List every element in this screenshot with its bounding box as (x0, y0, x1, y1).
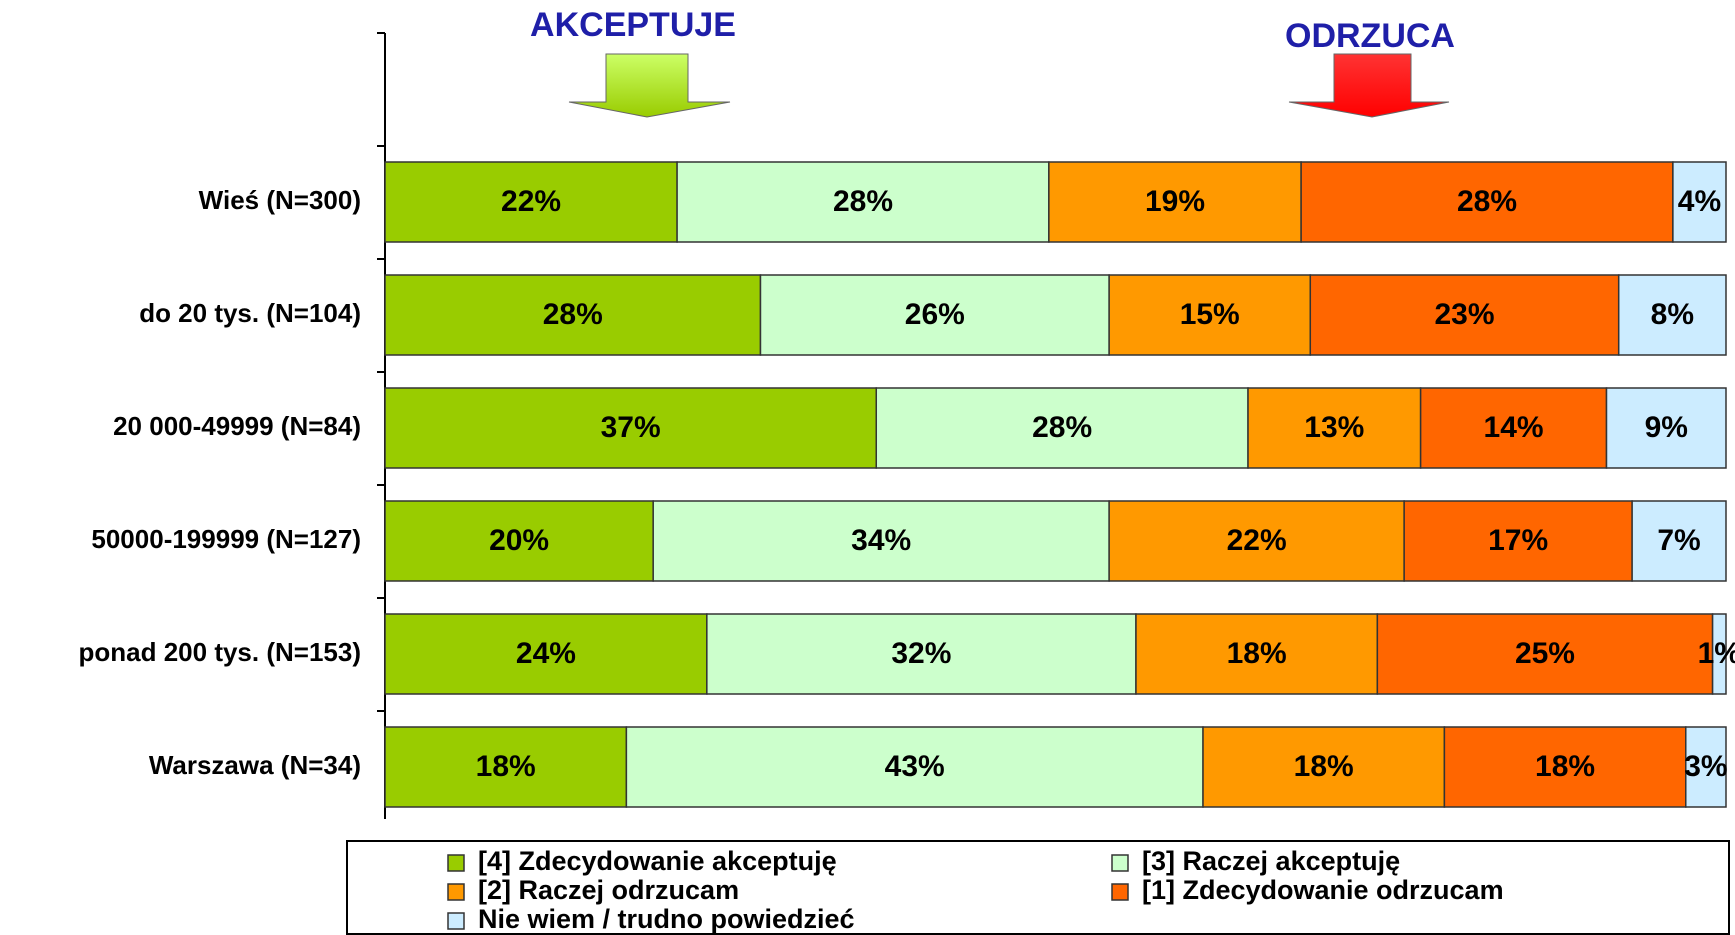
value-label: 43% (885, 750, 945, 783)
annotation: AKCEPTUJE (530, 6, 736, 44)
value-label: 20% (489, 524, 549, 557)
bar-segment (384, 726, 628, 808)
bar-segment (1672, 161, 1727, 243)
bar-segment (1617, 274, 1727, 356)
value-label: 17% (1488, 524, 1548, 557)
value-label: 24% (516, 637, 576, 670)
value-label: 18% (1535, 750, 1595, 783)
legend-box (346, 840, 1730, 935)
value-label: 9% (1645, 411, 1688, 444)
bar-segment (1376, 613, 1714, 695)
value-label: 19% (1145, 185, 1205, 218)
legend-label: [3] Raczej akceptuję (1142, 846, 1400, 876)
value-label: 28% (1032, 411, 1092, 444)
bar-segment (384, 274, 762, 356)
y-tick-label: 20 000-49999 (N=84) (113, 411, 361, 441)
bar-segment (384, 500, 654, 582)
value-label: 13% (1304, 411, 1364, 444)
value-label: 22% (1227, 524, 1287, 557)
bar-segment (759, 274, 1110, 356)
value-label: 26% (905, 298, 965, 331)
value-label: 4% (1678, 185, 1721, 218)
legend-marker (447, 854, 465, 872)
y-tick-label: ponad 200 tys. (N=153) (79, 637, 362, 667)
bar-segment (625, 726, 1204, 808)
bar-segment (384, 387, 878, 469)
bar-segment (1605, 387, 1727, 469)
bar-segment (1419, 387, 1608, 469)
value-label: 15% (1180, 298, 1240, 331)
value-label: 23% (1434, 298, 1494, 331)
legend-marker (1111, 854, 1129, 872)
value-label: 1% (1698, 637, 1735, 670)
legend-marker (1111, 883, 1129, 901)
bar-segment (652, 500, 1110, 582)
bar-segment (384, 161, 678, 243)
value-label: 28% (543, 298, 603, 331)
legend-label: [2] Raczej odrzucam (478, 875, 739, 905)
value-label: 37% (601, 411, 661, 444)
value-label: 25% (1515, 637, 1575, 670)
y-tick-label: do 20 tys. (N=104) (139, 298, 361, 328)
bar-segment (875, 387, 1249, 469)
bar-segment (1247, 387, 1422, 469)
bar-segment (1443, 726, 1687, 808)
bar-segment (706, 613, 1137, 695)
legend-label: [1] Zdecydowanie odrzucam (1142, 875, 1504, 905)
bar-segment (1108, 500, 1405, 582)
bar-segment (1631, 500, 1727, 582)
arrow-accept (568, 53, 731, 118)
value-label: 7% (1657, 524, 1700, 557)
bar-segment (384, 613, 708, 695)
value-label: 28% (833, 185, 893, 218)
y-tick-label: 50000-199999 (N=127) (91, 524, 361, 554)
value-label: 3% (1684, 750, 1727, 783)
legend-label: [4] Zdecydowanie akceptuję (478, 846, 837, 876)
legend-marker (447, 912, 465, 930)
value-label: 18% (1227, 637, 1287, 670)
arrow-reject (1288, 53, 1450, 118)
bar-segment (1108, 274, 1312, 356)
value-label: 22% (501, 185, 561, 218)
value-label: 8% (1651, 298, 1694, 331)
value-label: 14% (1484, 411, 1544, 444)
y-tick-label: Warszawa (N=34) (149, 750, 361, 780)
value-label: 34% (851, 524, 911, 557)
y-tick-label: Wieś (N=300) (199, 185, 361, 215)
bar-segment (1685, 726, 1727, 808)
value-label: 28% (1457, 185, 1517, 218)
legend-marker (447, 883, 465, 901)
value-label: 32% (891, 637, 951, 670)
bar-segment (1135, 613, 1379, 695)
annotation: ODRZUCA (1285, 17, 1455, 55)
bar-segment (676, 161, 1050, 243)
value-label: 18% (1294, 750, 1354, 783)
bar-segment (1403, 500, 1633, 582)
legend-label: Nie wiem / trudno powiedzieć (478, 904, 855, 934)
bar-segment (1711, 613, 1727, 695)
value-label: 18% (476, 750, 536, 783)
